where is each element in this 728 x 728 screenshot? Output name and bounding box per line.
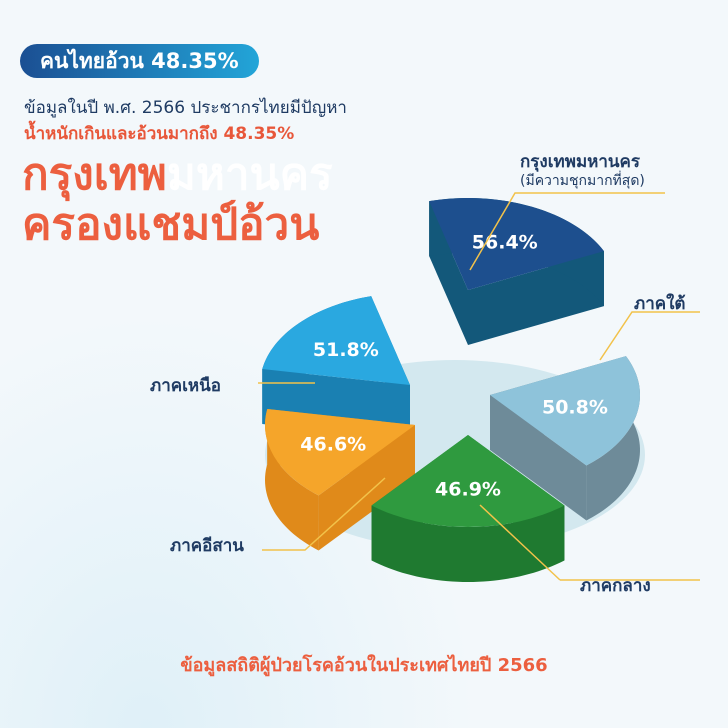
slice-top-face [265,409,415,496]
pie-slice-1: 50.8% [490,356,640,521]
leader-line-central-b [479,504,561,581]
label-bangkok: กรุงเทพมหานคร [520,152,641,172]
slice-side-face [490,395,587,521]
footer-source: ข้อมูลสถิติผู้ป่วยโรคอ้วนในประเทศไทยปี 2… [180,655,548,676]
slice-top-face [490,356,640,466]
annotation-most-prevalent: (มีความชุกมากที่สุด) [520,173,645,189]
subtitle-line-1: ข้อมูลในปี พ.ศ. 2566 ประชากรไทยมีปัญหา [24,98,347,118]
label-isan: ภาคอีสาน [170,536,244,556]
headline-badge: คนไทยอ้วน 48.35% [20,44,259,78]
label-north: ภาคเหนือ [150,376,221,396]
data-label-1: 50.8% [542,397,608,419]
slice-top-face [262,296,410,385]
title-bangkok: กรุงเทพ [22,149,167,200]
leader-line-bangkok [469,192,665,271]
label-south: ภาคใต้ [634,294,686,314]
label-central: ภาคกลาง [580,576,651,596]
slice-top-face [371,435,565,527]
pie-slice-2: 46.9% [371,435,565,582]
title-line-1: กรุงเทพมหานคร [22,150,333,200]
data-label-3: 46.6% [300,433,366,455]
pie-slice-3: 46.6% [265,409,415,551]
pie-slice-0: 56.4% [429,198,604,345]
slice-outer-wall [371,505,565,582]
subtitle-line-2: น้ำหนักเกินและอ้วนมากถึง 48.35% [24,124,295,144]
data-label-0: 56.4% [472,232,538,254]
slice-outer-wall [265,409,319,551]
data-label-4: 51.8% [313,339,379,361]
leader-line-isan [262,477,386,551]
slice-top-face [429,198,604,290]
leader-line-south [599,311,700,361]
title-mahanakhon: มหานคร [166,149,333,200]
data-label-2: 46.9% [435,478,501,500]
title-line-2: ครองแชมป์อ้วน [22,199,320,250]
